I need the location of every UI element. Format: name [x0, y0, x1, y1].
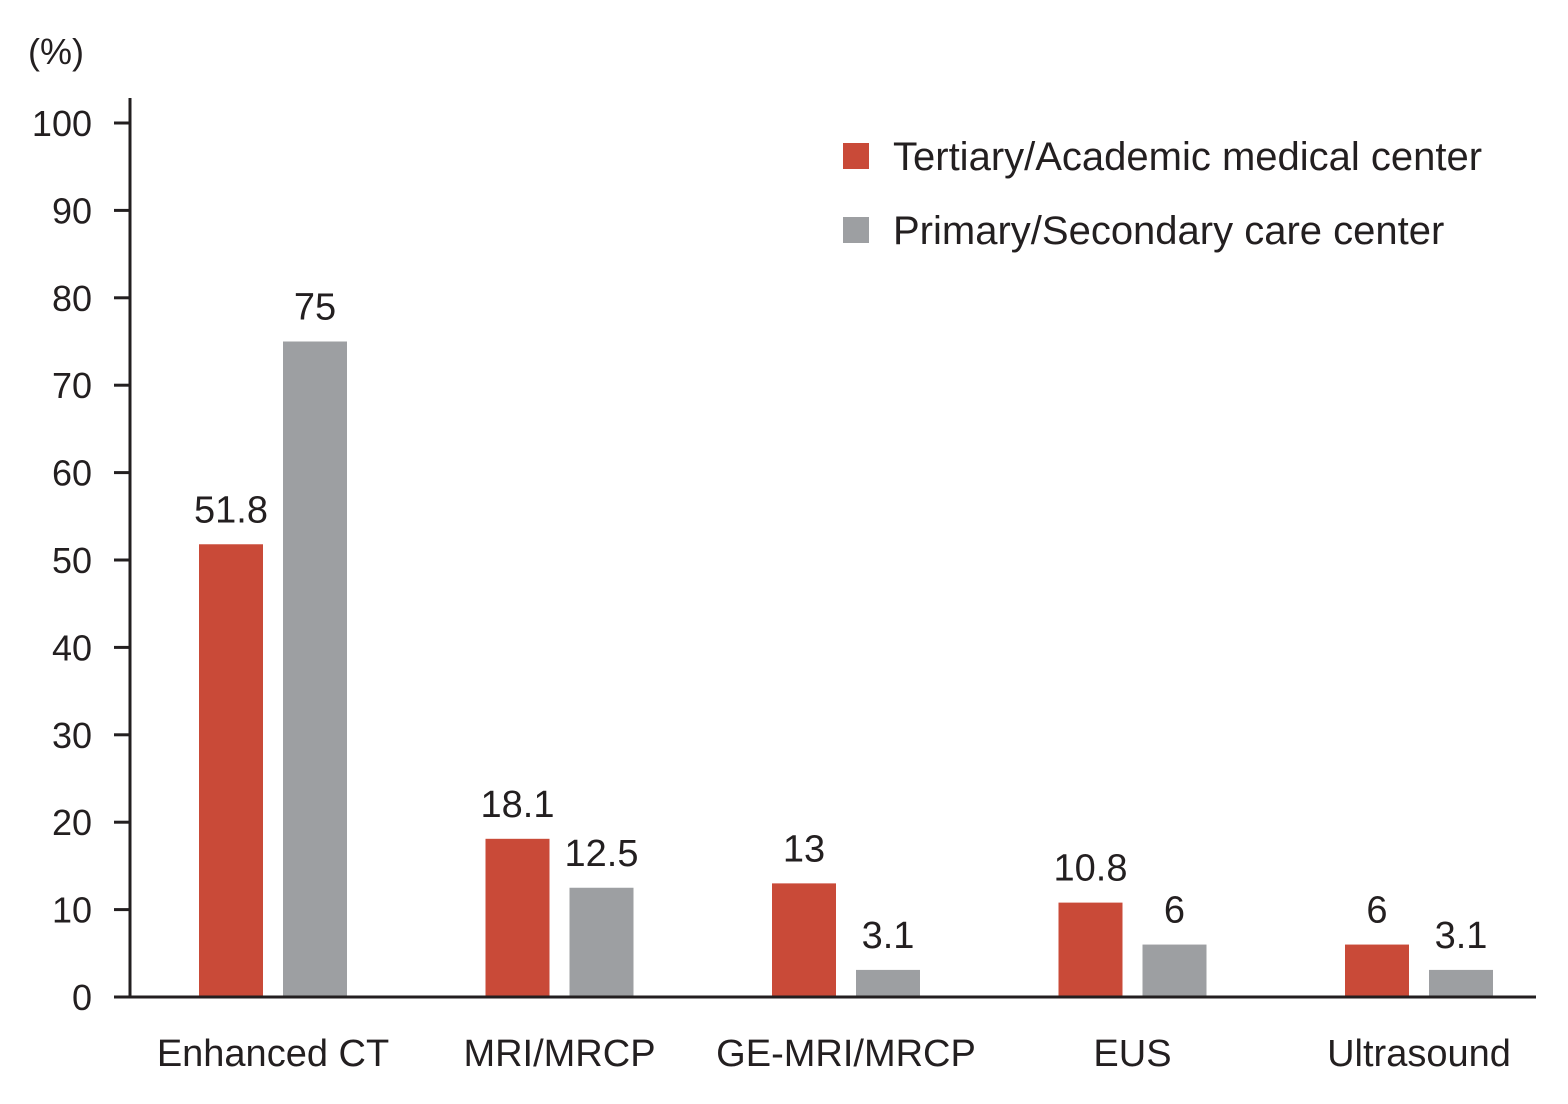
y-tick-label: 50: [52, 540, 92, 581]
legend: Tertiary/Academic medical center Primary/…: [843, 135, 1482, 253]
x-category-label: MRI/MRCP: [463, 1033, 655, 1075]
bar-tertiary: [199, 544, 263, 997]
y-tick-label: 30: [52, 715, 92, 756]
y-tick-label: 100: [32, 103, 92, 144]
legend-label: Tertiary/Academic medical center: [893, 135, 1482, 179]
bar-primary: [1142, 944, 1207, 997]
y-axis: 0 10 20 30 40 50 60 70 80 90 100: [32, 98, 132, 1018]
data-label: 6: [1366, 890, 1387, 932]
y-tick-label: 40: [52, 627, 92, 668]
y-tick-label: 60: [52, 453, 92, 494]
bar-tertiary: [1058, 902, 1123, 997]
y-axis-unit-label: (%): [28, 31, 84, 72]
legend-label: Primary/Secondary care center: [893, 209, 1444, 253]
data-label: 75: [294, 287, 336, 329]
data-label: 12.5: [565, 833, 639, 875]
data-label: 13: [783, 828, 825, 870]
data-label: 18.1: [481, 784, 555, 826]
y-tick-label: 20: [52, 802, 92, 843]
bar-tertiary: [772, 883, 836, 997]
x-category-label: EUS: [1093, 1033, 1171, 1075]
bar-tertiary: [1345, 944, 1409, 997]
bar-primary: [1429, 969, 1493, 997]
y-tick-label: 80: [52, 278, 92, 319]
data-label: 3.1: [1435, 915, 1488, 957]
bars: [199, 341, 1493, 997]
y-tick-label: 10: [52, 890, 92, 931]
y-tick-label: 0: [72, 977, 92, 1018]
data-label: 51.8: [194, 489, 268, 531]
data-labels: 51.8 75 18.112.5 13 3.1 10.8 6 6 3.1: [194, 287, 1487, 957]
data-label: 6: [1164, 890, 1185, 932]
bar-tertiary: [485, 838, 550, 997]
x-category-label: GE-MRI/MRCP: [716, 1033, 976, 1075]
legend-swatch: [843, 143, 869, 169]
x-category-label: Ultrasound: [1327, 1033, 1511, 1075]
y-tick-label: 90: [52, 190, 92, 231]
data-label: 10.8: [1054, 848, 1128, 890]
y-tick-label: 70: [52, 365, 92, 406]
x-axis: Enhanced CT MRI/MRCP GE-MRI/MRCP EUS Ultraso…: [130, 995, 1536, 1075]
bar-primary: [569, 887, 634, 997]
data-label: 3.1: [862, 915, 915, 957]
bar-primary: [283, 341, 347, 997]
x-category-label: Enhanced CT: [157, 1033, 389, 1075]
bar-primary: [856, 969, 920, 997]
legend-swatch: [843, 217, 869, 243]
